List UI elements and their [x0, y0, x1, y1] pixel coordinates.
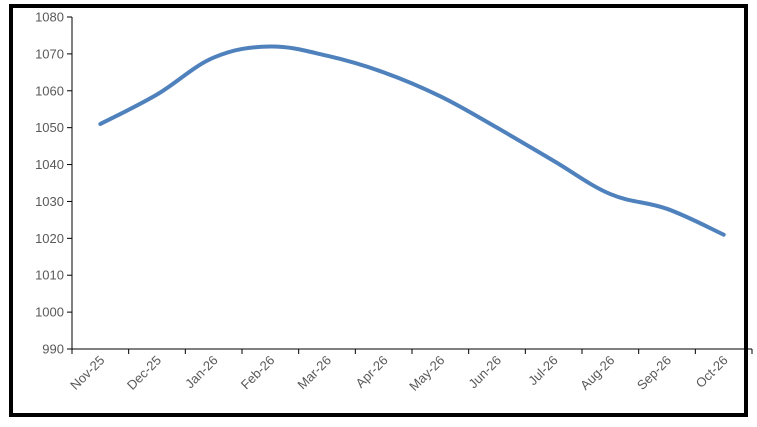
y-tick-label: 1070 [35, 46, 64, 61]
y-tick-label: 1050 [35, 120, 64, 135]
series-line-0 [98, 44, 726, 237]
x-tick-label: Nov-25 [67, 353, 107, 393]
x-tick-label: Mar-26 [294, 353, 334, 393]
x-tick-label: Jul-26 [525, 353, 561, 389]
y-tick-label: 1000 [35, 305, 64, 320]
y-axis-ticks: 990 1000 1010 1020 1030 1040 1050 1060 1070 1080 [35, 10, 72, 357]
x-tick-label: Jan-26 [182, 353, 221, 392]
x-tick-label: Oct-26 [693, 353, 731, 391]
x-tick-label: Sep-26 [634, 353, 674, 393]
y-tick-label: 1010 [35, 268, 64, 283]
x-axis-ticks: Nov-25 Dec-25 Jan-26 Feb-26 Mar-26 Apr-26 May-… [67, 349, 753, 394]
chart-axes [71, 17, 752, 350]
x-tick-label: May-26 [406, 353, 447, 394]
x-tick-label: Jun-26 [465, 353, 504, 392]
x-tick-label: Dec-25 [124, 353, 164, 393]
y-tick-label: 990 [42, 342, 64, 357]
chart-frame [9, 4, 748, 417]
series-group [98, 44, 726, 237]
y-tick-label: 1080 [35, 10, 64, 25]
x-tick-label: Feb-26 [238, 353, 278, 393]
x-tick-label: Aug-26 [577, 353, 617, 393]
y-tick-label: 1040 [35, 157, 64, 172]
x-tick-label: Apr-26 [353, 353, 391, 391]
y-tick-label: 1030 [35, 194, 64, 209]
y-tick-label: 1020 [35, 231, 64, 246]
y-tick-label: 1060 [35, 83, 64, 98]
